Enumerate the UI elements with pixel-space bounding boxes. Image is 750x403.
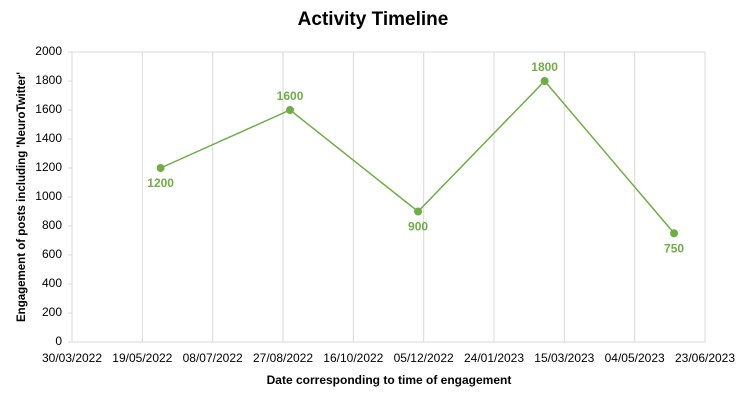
x-tick-label: 15/03/2023 xyxy=(534,351,594,365)
data-label: 900 xyxy=(408,220,428,234)
data-label: 750 xyxy=(664,241,684,255)
point xyxy=(670,229,679,238)
x-tick-label: 05/12/2022 xyxy=(394,351,454,365)
x-tick-label: 30/03/2022 xyxy=(42,351,102,365)
x-tick-label: 19/05/2022 xyxy=(112,351,172,365)
y-tick-label: 1400 xyxy=(35,131,62,145)
y-tick-label: 600 xyxy=(42,247,62,261)
point xyxy=(156,164,165,172)
x-tick-label: 23/06/2023 xyxy=(675,351,735,365)
data-label: 1800 xyxy=(531,60,558,74)
y-tick-label: 1000 xyxy=(35,189,62,203)
x-axis-label: Date corresponding to time of engagement xyxy=(267,373,512,387)
point xyxy=(414,207,423,216)
y-tick-label: 1200 xyxy=(35,160,62,174)
y-tick-label: 200 xyxy=(42,305,62,319)
y-tick-label: 0 xyxy=(55,334,62,348)
y-tick-label: 1600 xyxy=(35,102,62,116)
point xyxy=(286,106,295,114)
y-tick-label: 1800 xyxy=(35,73,62,87)
x-tick-label: 27/08/2022 xyxy=(253,351,313,365)
chart-title: Activity Timeline xyxy=(298,9,449,30)
data-label: 1600 xyxy=(277,89,304,103)
y-axis-label: Engagement of posts including 'NeuroTwit… xyxy=(16,72,28,322)
plot-frame xyxy=(71,51,706,343)
x-tick-label: 04/05/2023 xyxy=(605,351,665,365)
y-tick-label: 800 xyxy=(42,218,62,232)
x-tick-label: 24/01/2023 xyxy=(464,351,524,365)
point xyxy=(540,77,549,85)
x-tick-label: 08/07/2022 xyxy=(183,351,243,365)
y-tick-label: 2000 xyxy=(35,44,62,58)
x-tick-label: 16/10/2022 xyxy=(323,351,383,365)
data-label: 1200 xyxy=(147,176,174,190)
y-tick-label: 400 xyxy=(42,276,62,290)
